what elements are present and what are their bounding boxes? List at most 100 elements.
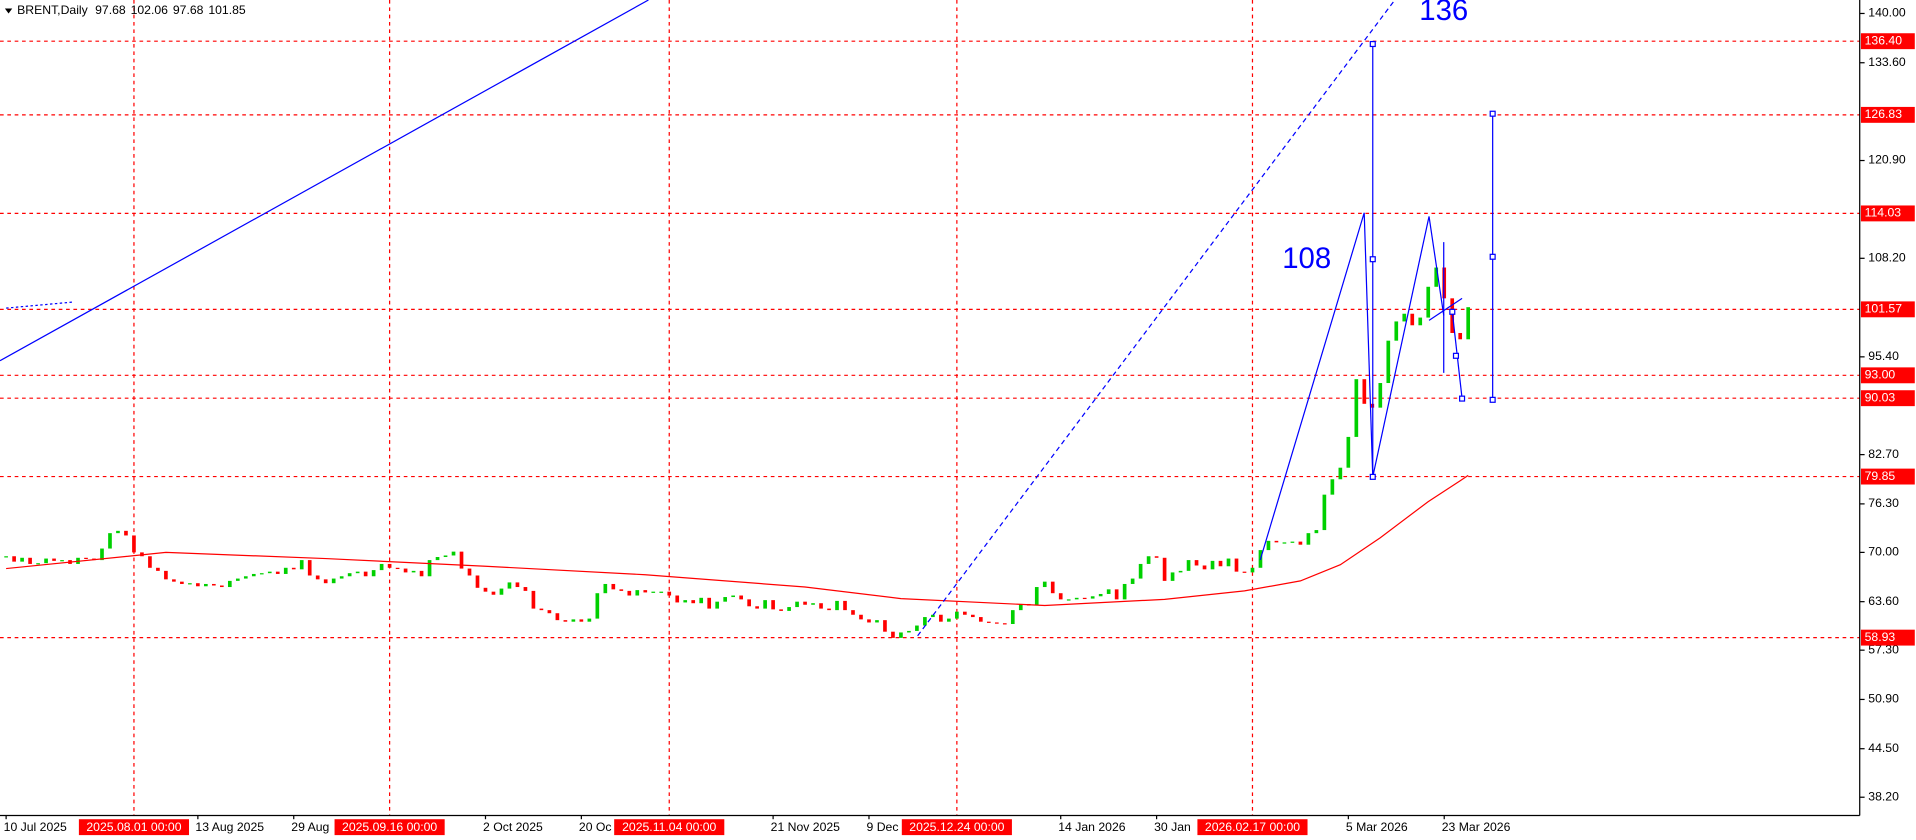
level-box [1860,33,1915,50]
candle [1330,479,1335,495]
handle [1369,473,1376,480]
candle [1362,379,1367,404]
candle [1042,581,1047,588]
candle [683,600,688,603]
candle [643,590,648,593]
candle [156,567,160,571]
trend-line [6,301,74,309]
candle [1114,589,1119,600]
trend-line [917,0,1396,637]
candle [1346,436,1351,468]
candle [611,583,616,590]
candle [347,573,352,577]
candle [219,585,224,588]
candle [379,563,384,571]
candle [243,576,248,579]
moving-average [6,474,1469,607]
candle [196,583,200,587]
candle [547,610,552,614]
candle [44,558,48,564]
candle [699,597,704,604]
x-tick-label: 2 Oct 2025 [483,820,543,834]
candle [579,619,584,622]
candle [1194,560,1199,566]
candle [659,591,664,593]
candle [1186,560,1191,571]
candle [779,609,783,611]
x-marker-label: 2025.08.01 00:00 [86,820,181,834]
candle [835,600,839,611]
candle [363,571,368,577]
candle [1298,541,1303,545]
candle [1210,560,1215,570]
candle [1314,530,1319,534]
x-tick-label: 13 Aug 2025 [195,820,264,834]
level-box [1860,205,1915,222]
annotation: 108 [1282,242,1331,275]
candle [204,583,208,587]
candle [1138,563,1143,579]
candle [124,530,128,536]
candle [978,617,983,622]
x-tick-label: 30 Jan [1154,820,1191,834]
level-label: 58.93 [1865,630,1896,644]
candle [635,590,640,596]
symbol: BRENT,Daily [17,3,89,17]
candle [307,560,312,576]
level-label: 126.83 [1865,107,1903,121]
candle [986,621,991,623]
level-label: 114.03 [1865,206,1902,220]
candle [1282,542,1287,544]
candle [955,611,959,619]
candle [947,618,951,622]
trend-line [0,0,649,362]
candle [52,558,56,561]
x-tick-label: 29 Aug [291,820,329,834]
candle [539,608,544,611]
candle [907,630,911,633]
candle [707,597,712,609]
candle [1250,567,1255,573]
candle [867,619,871,623]
candle [467,568,472,576]
candle [899,632,903,638]
candle [691,600,696,604]
level-box [1860,301,1915,318]
candle [395,567,400,570]
candle [859,614,863,620]
y-tick-label: 133.60 [1868,55,1906,69]
candle [915,625,919,631]
header: BRENT,Daily 97.68 102.06 97.68 101.85 [4,3,246,17]
candle [563,620,568,622]
x-tick-label: 23 Mar 2026 [1442,820,1511,834]
candle [132,535,136,553]
candle [811,603,815,605]
candle [1090,596,1095,599]
candle [587,618,592,622]
candle [1378,383,1383,408]
candle [1354,379,1359,437]
candle [1098,593,1103,597]
candle [1130,578,1135,584]
candle [499,588,504,595]
candle [443,555,448,558]
candle [251,573,256,577]
candle [1274,540,1279,543]
candle [28,557,32,564]
candle [475,575,480,588]
x-marker-label: 2025.11.04 00:00 [622,820,716,834]
candle [1266,540,1271,551]
candle [571,619,576,622]
candle [419,570,424,577]
y-tick-label: 120.90 [1868,153,1906,167]
candle [451,551,456,556]
x-tick-label: 20 Oc [579,820,612,834]
candle [555,613,560,621]
candle [1322,494,1327,531]
menu-arrow [4,8,13,14]
handle [1489,110,1496,117]
handle [1489,253,1496,260]
candle [371,570,376,577]
handle [1459,395,1466,402]
